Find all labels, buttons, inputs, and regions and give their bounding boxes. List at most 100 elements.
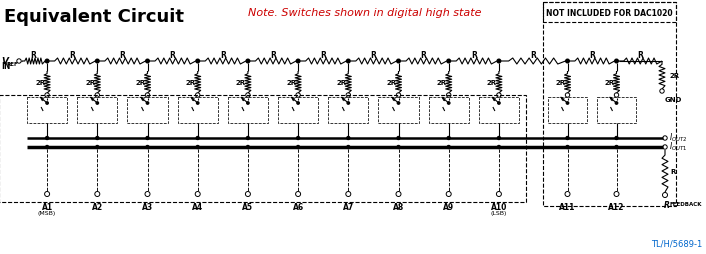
Text: V: V <box>1 56 8 65</box>
Circle shape <box>397 146 400 149</box>
Text: 2R: 2R <box>604 80 614 86</box>
Text: R: R <box>589 50 595 59</box>
Circle shape <box>96 102 99 105</box>
Bar <box>548 98 587 123</box>
Text: R: R <box>119 50 126 59</box>
Text: 2R: 2R <box>286 80 296 86</box>
Text: A5: A5 <box>242 202 253 211</box>
Circle shape <box>246 102 249 105</box>
Text: IN: IN <box>1 62 11 71</box>
Text: FEEDBACK: FEEDBACK <box>669 201 702 206</box>
Circle shape <box>46 137 49 140</box>
Circle shape <box>297 102 299 105</box>
Bar <box>228 98 268 123</box>
Circle shape <box>46 146 49 149</box>
Circle shape <box>196 146 199 149</box>
Circle shape <box>397 137 400 140</box>
Bar <box>127 98 167 123</box>
Circle shape <box>146 146 149 149</box>
Text: R: R <box>30 50 37 59</box>
Text: R: R <box>371 50 376 59</box>
Circle shape <box>497 60 501 64</box>
Circle shape <box>297 60 300 64</box>
Circle shape <box>196 102 199 105</box>
Text: R: R <box>530 50 536 59</box>
Text: 2R: 2R <box>386 80 397 86</box>
Text: A2: A2 <box>92 202 103 211</box>
Circle shape <box>196 137 199 140</box>
Circle shape <box>146 102 149 105</box>
Circle shape <box>196 60 200 64</box>
Text: 2R: 2R <box>35 80 45 86</box>
Circle shape <box>146 137 149 140</box>
Text: 2R: 2R <box>186 80 196 86</box>
Text: A12: A12 <box>609 202 625 211</box>
Circle shape <box>95 60 99 64</box>
Text: R: R <box>664 200 670 209</box>
Text: $I_{OUT2}$: $I_{OUT2}$ <box>669 131 688 144</box>
Text: 2R: 2R <box>556 80 566 86</box>
Bar <box>27 98 67 123</box>
Text: A4: A4 <box>192 202 203 211</box>
Circle shape <box>447 137 450 140</box>
Circle shape <box>45 60 49 64</box>
Circle shape <box>447 60 450 64</box>
Text: R: R <box>670 168 676 174</box>
Text: $I_{OUT1}$: $I_{OUT1}$ <box>669 140 688 153</box>
Circle shape <box>145 60 149 64</box>
Bar <box>543 3 676 23</box>
Circle shape <box>347 60 350 64</box>
Circle shape <box>566 137 569 140</box>
Circle shape <box>246 146 249 149</box>
Bar <box>429 98 469 123</box>
Text: R: R <box>69 50 75 59</box>
Circle shape <box>96 146 99 149</box>
Text: (MSB): (MSB) <box>38 210 56 215</box>
Text: A6: A6 <box>292 202 304 211</box>
Text: 2R: 2R <box>136 80 145 86</box>
Text: R: R <box>169 50 176 59</box>
Text: R: R <box>270 50 276 59</box>
Text: R: R <box>638 50 643 59</box>
Text: Note. Switches shown in digital high state: Note. Switches shown in digital high sta… <box>248 8 481 18</box>
Circle shape <box>498 146 501 149</box>
Circle shape <box>616 102 618 105</box>
Bar <box>178 98 217 123</box>
Circle shape <box>246 60 250 64</box>
Circle shape <box>566 60 569 64</box>
Circle shape <box>297 137 299 140</box>
Circle shape <box>566 146 569 149</box>
Circle shape <box>397 102 400 105</box>
Text: 2R: 2R <box>336 80 347 86</box>
Text: 2R: 2R <box>85 80 95 86</box>
Circle shape <box>498 102 500 105</box>
Text: A10: A10 <box>491 202 507 211</box>
Circle shape <box>498 137 501 140</box>
Bar <box>479 98 519 123</box>
Bar <box>378 98 419 123</box>
Bar <box>543 3 676 206</box>
Text: A9: A9 <box>443 202 454 211</box>
Text: A7: A7 <box>342 202 354 211</box>
Circle shape <box>615 146 618 149</box>
Circle shape <box>297 146 299 149</box>
Text: 2R: 2R <box>436 80 447 86</box>
Text: 2R: 2R <box>669 73 679 79</box>
Circle shape <box>347 137 349 140</box>
Circle shape <box>46 102 48 105</box>
Text: TL/H/5689-1: TL/H/5689-1 <box>651 239 702 248</box>
Text: A8: A8 <box>393 202 404 211</box>
Text: REF: REF <box>6 61 18 66</box>
Bar <box>278 98 318 123</box>
Circle shape <box>615 60 618 64</box>
Circle shape <box>615 137 618 140</box>
Bar <box>0 96 526 202</box>
Circle shape <box>566 102 569 105</box>
Text: A1: A1 <box>42 202 53 211</box>
Text: A3: A3 <box>142 202 153 211</box>
Text: (LSB): (LSB) <box>491 210 507 215</box>
Circle shape <box>448 102 450 105</box>
Circle shape <box>96 137 99 140</box>
Bar <box>328 98 369 123</box>
Circle shape <box>347 146 349 149</box>
